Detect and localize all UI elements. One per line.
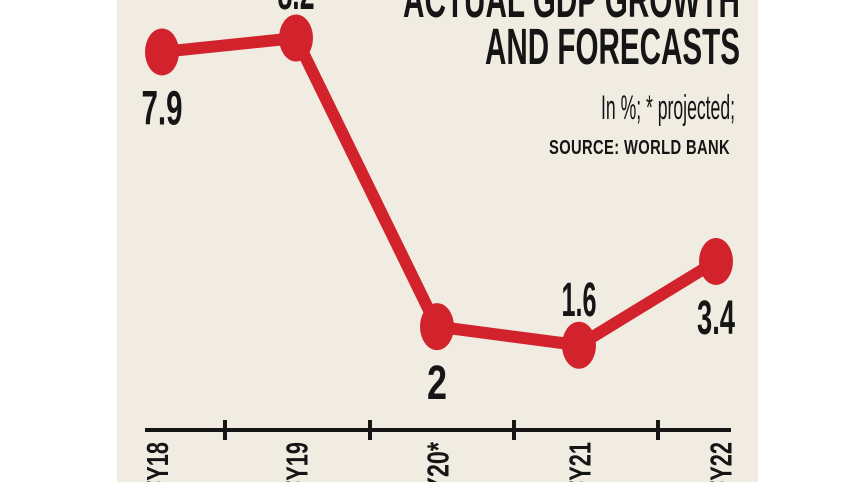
data-point-3 xyxy=(562,321,596,369)
value-label-2: 2 xyxy=(427,357,447,410)
data-points xyxy=(145,14,733,369)
value-labels: 7.9 8.2 2 1.6 3.4 xyxy=(142,0,736,410)
data-point-4 xyxy=(699,237,733,285)
data-point-2 xyxy=(420,303,454,351)
x-axis-label-4: FY22 xyxy=(704,442,739,482)
title-block: ACTUAL GDP GROWTH AND FORECASTS In %; * … xyxy=(403,0,740,159)
value-label-3: 1.6 xyxy=(562,274,597,327)
chart-source: SOURCE: WORLD BANK xyxy=(549,137,730,159)
x-axis-label-2: FY20* xyxy=(421,441,456,482)
chart-title-line-2: AND FORECASTS xyxy=(485,18,740,75)
data-point-1 xyxy=(279,14,313,62)
value-label-1: 8.2 xyxy=(278,0,315,20)
x-axis-labels: FY18 FY19 FY20* FY21 FY22 xyxy=(140,441,739,482)
chart-subtitle: In %; * projected; xyxy=(601,89,735,127)
value-label-4: 3.4 xyxy=(697,292,735,345)
data-point-0 xyxy=(145,28,179,76)
x-axis xyxy=(145,420,731,440)
x-axis-label-1: FY19 xyxy=(280,442,315,482)
x-axis-label-3: FY21 xyxy=(563,442,598,482)
value-label-0: 7.9 xyxy=(142,82,183,135)
chart-title-line-1: ACTUAL GDP GROWTH xyxy=(403,0,740,28)
chart-panel-background xyxy=(117,0,758,482)
x-axis-label-0: FY18 xyxy=(140,442,175,482)
